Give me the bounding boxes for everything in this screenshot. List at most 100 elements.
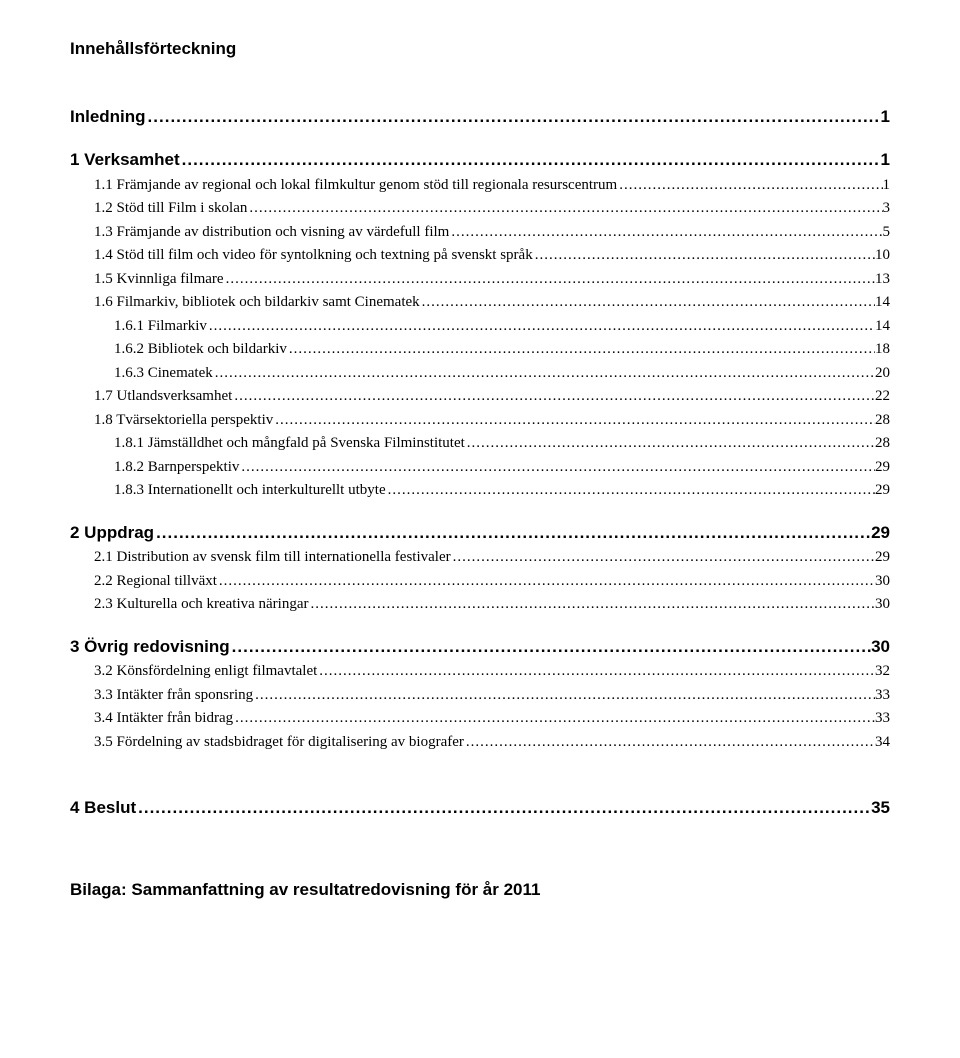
toc-entry-page: 33 [875,684,890,707]
toc-entry-label: 1.3 Främjande av distribution och visnin… [94,221,449,244]
toc-entry-page: 20 [875,362,890,385]
toc-dots [154,520,871,546]
toc-entry: 1.5 Kvinnliga filmare 13 [70,268,890,291]
toc-dots [386,479,875,502]
toc-entry-label: 1.1 Främjande av regional och lokal film… [94,174,617,197]
toc-dots [146,104,881,130]
toc-dots [287,338,875,361]
toc-entry: 1.6 Filmarkiv, bibliotek och bildarkiv s… [70,291,890,314]
toc-entry: 3.5 Fördelning av stadsbidraget för digi… [70,731,890,754]
toc-dots [420,291,875,314]
toc-heading-page: 35 [871,795,890,821]
toc-entry: 1.8.3 Internationellt och interkulturell… [70,479,890,502]
toc-entry: 1.8.1 Jämställdhet och mångfald på Svens… [70,432,890,455]
page-title: Innehållsförteckning [70,36,890,62]
toc-entry-page: 22 [875,385,890,408]
toc-dots [217,570,875,593]
toc-entry: 3.3 Intäkter från sponsring 33 [70,684,890,707]
toc-entry-label: 3.5 Fördelning av stadsbidraget för digi… [94,731,464,754]
toc-dots [180,147,881,173]
toc-entry: 1.3 Främjande av distribution och visnin… [70,221,890,244]
toc-entry-label: 1.2 Stöd till Film i skolan [94,197,247,220]
toc-dots [239,456,875,479]
toc-entry-page: 18 [875,338,890,361]
toc-dots [533,244,875,267]
toc-entry-label: 1.8.2 Barnperspektiv [114,456,239,479]
bilaga-line: Bilaga: Sammanfattning av resultatredovi… [70,877,890,903]
toc-entry-label: 1.8.3 Internationellt och interkulturell… [114,479,386,502]
toc-entry-label: 3.3 Intäkter från sponsring [94,684,253,707]
toc-entry-label: 1.5 Kvinnliga filmare [94,268,224,291]
toc-entry: 1.8 Tvärsektoriella perspektiv 28 [70,409,890,432]
toc-entry: 3.2 Könsfördelning enligt filmavtalet 32 [70,660,890,683]
toc-entry-page: 13 [875,268,890,291]
toc-dots [136,795,871,821]
toc-heading-page: 30 [871,634,890,660]
toc-entry-label: 1.6.1 Filmarkiv [114,315,207,338]
toc-entry-page: 28 [875,432,890,455]
toc-entry-label: 2.1 Distribution av svensk film till int… [94,546,451,569]
toc-entry-page: 1 [883,174,891,197]
toc-entry-label: 1.8 Tvärsektoriella perspektiv [94,409,273,432]
toc-dots [451,546,875,569]
toc-heading-label: Inledning [70,104,146,130]
toc-entry-page: 14 [875,315,890,338]
toc-entry-page: 3 [883,197,891,220]
toc-entry-page: 30 [875,593,890,616]
toc-entry-label: 1.6 Filmarkiv, bibliotek och bildarkiv s… [94,291,420,314]
toc-entry-label: 3.2 Könsfördelning enligt filmavtalet [94,660,317,683]
toc-entry: 1.7 Utlandsverksamhet 22 [70,385,890,408]
toc-dots [207,315,875,338]
toc-dots [465,432,875,455]
toc-heading-inledning: Inledning 1 [70,104,890,130]
toc-entry-page: 29 [875,479,890,502]
toc-entry: 3.4 Intäkter från bidrag 33 [70,707,890,730]
toc-entry-page: 33 [875,707,890,730]
toc-entry: 1.1 Främjande av regional och lokal film… [70,174,890,197]
toc-entry-label: 1.4 Stöd till film och video för syntolk… [94,244,533,267]
toc-dots [273,409,875,432]
toc-entry: 2.3 Kulturella och kreativa näringar 30 [70,593,890,616]
toc-heading-uppdrag: 2 Uppdrag 29 [70,520,890,546]
toc-dots [230,634,871,660]
toc-entry-page: 32 [875,660,890,683]
toc-dots [253,684,875,707]
toc-entry-label: 1.8.1 Jämställdhet och mångfald på Svens… [114,432,465,455]
toc-entry: 1.2 Stöd till Film i skolan 3 [70,197,890,220]
toc-entry-label: 1.6.2 Bibliotek och bildarkiv [114,338,287,361]
toc-heading-label: 1 Verksamhet [70,147,180,173]
toc-entry: 2.1 Distribution av svensk film till int… [70,546,890,569]
toc-dots [247,197,882,220]
toc-entry-label: 1.7 Utlandsverksamhet [94,385,232,408]
toc-dots [233,707,875,730]
toc-entry-page: 29 [875,456,890,479]
toc-heading-page: 1 [881,104,890,130]
toc-entry-label: 3.4 Intäkter från bidrag [94,707,233,730]
toc-entry-page: 34 [875,731,890,754]
toc-dots [317,660,875,683]
toc-heading-beslut: 4 Beslut 35 [70,795,890,821]
toc-entry: 1.8.2 Barnperspektiv 29 [70,456,890,479]
toc-heading-label: 3 Övrig redovisning [70,634,230,660]
toc-dots [224,268,875,291]
toc-heading-ovrig: 3 Övrig redovisning 30 [70,634,890,660]
toc-entry: 2.2 Regional tillväxt 30 [70,570,890,593]
toc-entry-label: 2.2 Regional tillväxt [94,570,217,593]
toc-heading-page: 1 [881,147,890,173]
toc-entry-page: 14 [875,291,890,314]
toc-dots [213,362,875,385]
toc-dots [449,221,882,244]
toc-entry-label: 2.3 Kulturella och kreativa näringar [94,593,309,616]
toc-heading-label: 4 Beslut [70,795,136,821]
toc-heading-label: 2 Uppdrag [70,520,154,546]
toc-entry-page: 28 [875,409,890,432]
toc-entry: 1.6.3 Cinematek20 [70,362,890,385]
toc-entry-page: 29 [875,546,890,569]
toc-heading-verksamhet: 1 Verksamhet 1 [70,147,890,173]
toc-entry-page: 5 [883,221,891,244]
toc-heading-page: 29 [871,520,890,546]
toc-entry-page: 30 [875,570,890,593]
toc-entry: 1.6.2 Bibliotek och bildarkiv 18 [70,338,890,361]
toc-dots [617,174,882,197]
toc-entry: 1.6.1 Filmarkiv 14 [70,315,890,338]
